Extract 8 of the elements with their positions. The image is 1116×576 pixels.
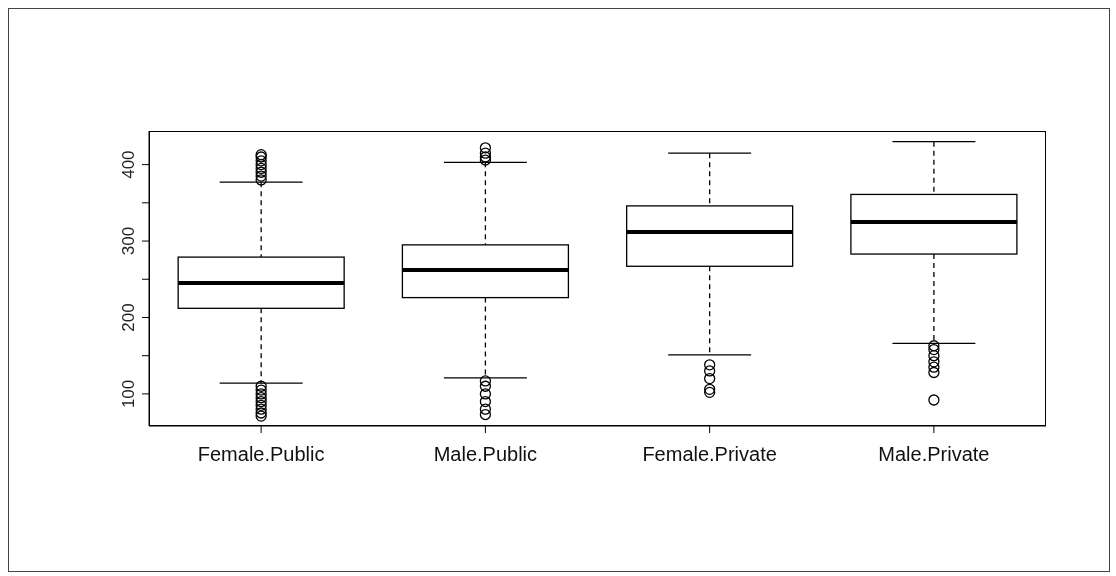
x-tick-label: Female.Public: [197, 443, 325, 466]
x-tick-label: Male.Public: [433, 443, 538, 466]
x-tick-label: Male.Private: [878, 443, 990, 466]
y-tick-label: 100: [119, 379, 138, 409]
y-tick-label: 300: [119, 226, 138, 256]
y-tick-label: 200: [119, 303, 138, 332]
y-tick-label: 400: [119, 150, 138, 179]
x-tick-label: Female.Private: [642, 443, 777, 466]
